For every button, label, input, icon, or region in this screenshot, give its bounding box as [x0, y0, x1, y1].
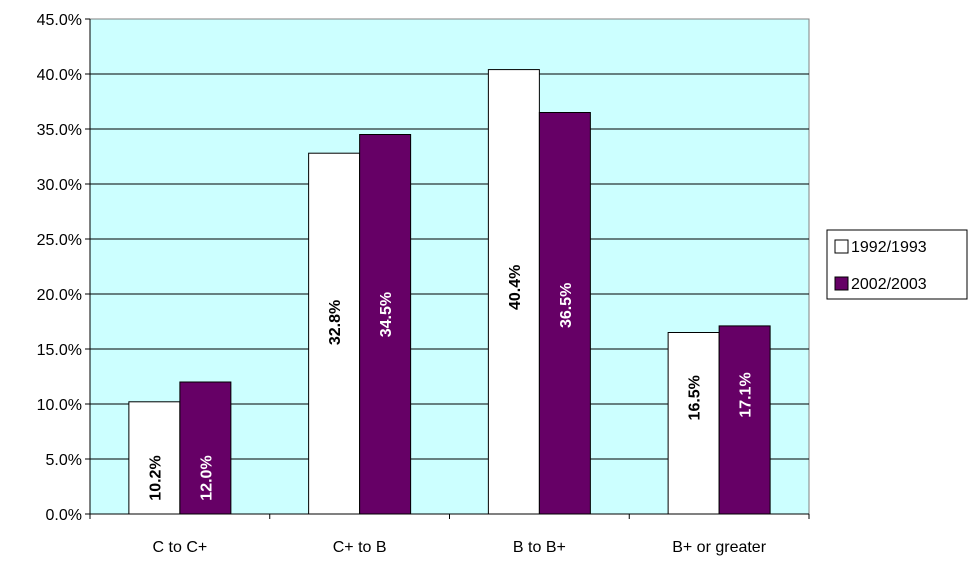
bar-1992-1993-0	[128, 401, 181, 515]
y-tick-label: 5.0%	[46, 452, 82, 469]
bar-label-2002-2003-0: 12.0%	[198, 455, 215, 500]
bar-2002-2003-3	[718, 325, 771, 515]
bar-2002-2003-1	[359, 134, 412, 515]
y-tick-label: 30.0%	[37, 177, 82, 194]
bar-2002-2003-0	[179, 381, 232, 515]
y-tick-label: 35.0%	[37, 122, 82, 139]
legend-swatch-1992-1993	[834, 239, 849, 254]
bar-label-1992-1993-1: 32.8%	[327, 300, 344, 345]
legend-label-2002-2003: 2002/2003	[851, 276, 927, 293]
y-tick-label: 40.0%	[37, 67, 82, 84]
bar-label-2002-2003-1: 34.5%	[378, 292, 395, 337]
bar-label-1992-1993-0: 10.2%	[147, 455, 164, 500]
y-tick-label: 10.0%	[37, 397, 82, 414]
y-tick-label: 25.0%	[37, 232, 82, 249]
bars	[128, 69, 771, 515]
bar-label-2002-2003-2: 36.5%	[558, 283, 575, 328]
y-axis-ticks: 0.0% 5.0% 10.0% 15.0% 20.0% 25.0% 30.0% 35.0% 40…	[37, 12, 90, 524]
x-category-label: C+ to B	[333, 539, 387, 556]
legend: 1992/1993 2002/2003	[826, 229, 968, 300]
bar-1992-1993-3	[667, 332, 720, 515]
x-category-label: B to B+	[513, 539, 566, 556]
y-tick-label: 20.0%	[37, 287, 82, 304]
y-tick-label: 45.0%	[37, 12, 82, 29]
y-tick-label: 15.0%	[37, 342, 82, 359]
x-axis-ticks: C to C+ C+ to B B to B+ B+ or greater	[89, 514, 810, 556]
bar-label-2002-2003-3: 17.1%	[738, 372, 755, 417]
bar-labels: 10.2% 12.0% 32.8% 34.5% 40.4% 36.5% 16.5% 17.1%	[147, 265, 754, 501]
x-category-label: B+ or greater	[672, 539, 767, 556]
bar-2002-2003-2	[538, 112, 591, 515]
y-tick-label: 0.0%	[46, 507, 82, 524]
x-category-label: C to C+	[153, 539, 208, 556]
bar-label-1992-1993-2: 40.4%	[507, 265, 524, 310]
bar-label-1992-1993-3: 16.5%	[687, 375, 704, 420]
legend-label-1992-1993: 1992/1993	[851, 239, 927, 256]
legend-swatch-2002-2003	[834, 276, 849, 291]
legend-box	[826, 229, 968, 300]
bar-1992-1993-2	[487, 69, 540, 515]
